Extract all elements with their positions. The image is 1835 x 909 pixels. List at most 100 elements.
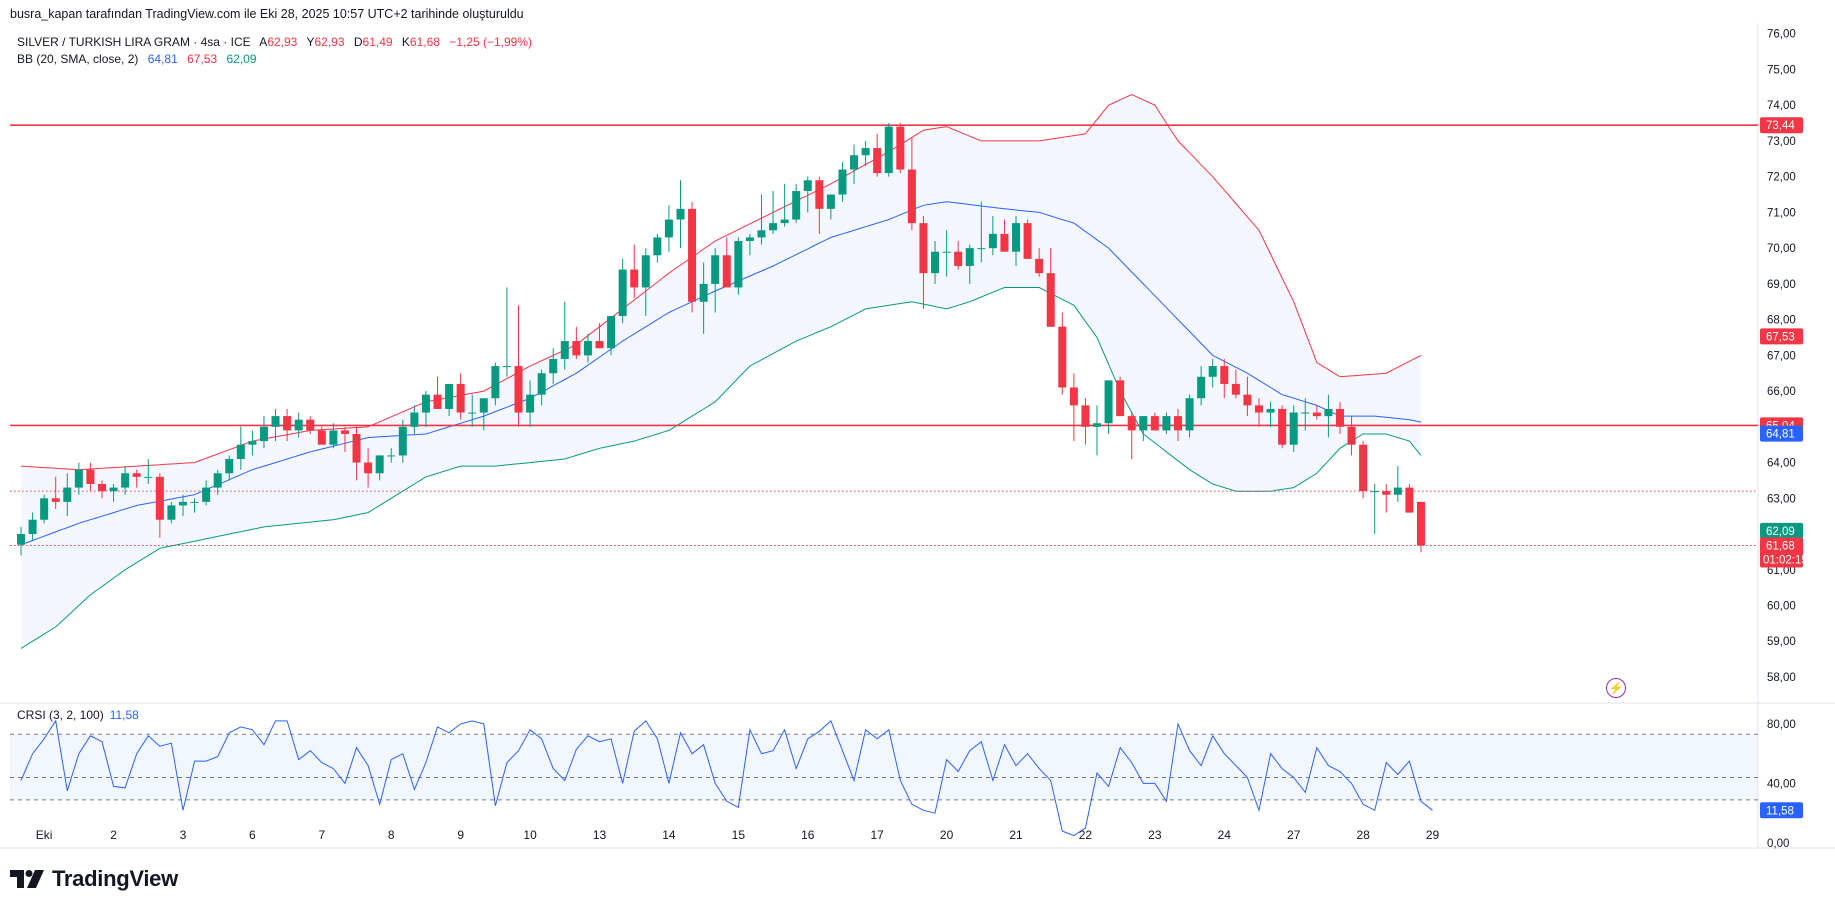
candle <box>271 416 280 427</box>
candle <box>491 366 500 399</box>
candle <box>664 219 673 238</box>
candle <box>1023 223 1032 259</box>
candle <box>155 476 164 520</box>
tradingview-logo[interactable]: TradingView <box>10 866 178 892</box>
candle <box>502 366 511 368</box>
price-tag <box>1760 522 1803 539</box>
candle <box>329 430 338 445</box>
candle <box>1347 426 1356 445</box>
candle <box>1370 491 1379 493</box>
candle <box>977 248 986 250</box>
candle <box>780 219 789 224</box>
time-tick-label: 7 <box>318 828 325 842</box>
candle <box>167 505 176 520</box>
candle <box>213 473 222 488</box>
candle <box>225 458 234 474</box>
candle <box>676 208 685 220</box>
bb-lower-value: 62,09 <box>226 52 257 66</box>
bollinger-bands-group <box>20 93 1422 649</box>
price-tag-label: 62,09 <box>1766 526 1795 538</box>
price-axis-group[interactable]: 58,0059,0060,0061,0062,0063,0064,0065,00… <box>1767 29 1796 850</box>
candle <box>931 251 940 274</box>
time-tick-label: 3 <box>180 828 187 842</box>
change-value: −1,25 (−1,99%) <box>449 35 533 49</box>
time-tick-label: 8 <box>388 828 395 842</box>
candle <box>1104 380 1113 424</box>
candle <box>954 251 963 267</box>
price-tick-label: 61,00 <box>1767 565 1796 577</box>
bb-basis-value: 64,81 <box>147 52 178 66</box>
candle <box>28 519 37 535</box>
candle <box>468 412 477 414</box>
symbol-name[interactable]: SILVER / TURKISH LIRA GRAM · 4sa · ICE <box>17 35 251 49</box>
bb-fill-area <box>21 94 1421 649</box>
candle <box>988 233 997 249</box>
candle <box>421 394 430 413</box>
candle <box>1359 444 1368 492</box>
candle <box>259 426 268 442</box>
crsi-line <box>20 719 1433 837</box>
candle <box>815 180 824 209</box>
candle <box>1162 416 1171 431</box>
time-tick-label: 27 <box>1287 828 1301 842</box>
price-tick-label: 73,00 <box>1767 136 1796 148</box>
price-tick-label: 69,00 <box>1767 279 1796 291</box>
candle <box>375 455 384 474</box>
candle <box>1220 366 1229 384</box>
time-tick-label: 14 <box>662 828 676 842</box>
bb-legend-row[interactable]: BB (20, SMA, close, 2) 64,81 67,53 62,09 <box>17 51 532 68</box>
time-tick-label: 13 <box>593 828 607 842</box>
candle <box>942 251 951 253</box>
candle <box>340 430 349 434</box>
candle <box>479 398 488 413</box>
candle <box>1208 366 1217 377</box>
price-tag <box>1760 425 1803 442</box>
symbol-legend-row[interactable]: SILVER / TURKISH LIRA GRAM · 4sa · ICE A… <box>17 34 532 51</box>
candle <box>294 419 303 431</box>
close-value: 61,68 <box>409 35 440 49</box>
crsi-label[interactable]: CRSI (3, 2, 100) <box>17 708 104 722</box>
candle <box>641 255 650 288</box>
candle <box>178 501 187 506</box>
price-tick-label: 75,00 <box>1767 64 1796 76</box>
crsi-legend[interactable]: CRSI (3, 2, 100) 11,58 <box>17 708 139 722</box>
candle <box>549 358 558 374</box>
price-tick-label: 67,00 <box>1767 350 1796 362</box>
crsi-band-group <box>10 733 1758 801</box>
candle <box>745 237 754 241</box>
flash-icon[interactable]: ⚡ <box>1606 678 1626 698</box>
time-tick-label: 15 <box>732 828 746 842</box>
time-tick-label: 28 <box>1356 828 1370 842</box>
candle <box>410 412 419 427</box>
candle <box>1150 416 1159 431</box>
time-axis-group[interactable]: Eki 2 3 6 7 8 9 10 13 14 15 16 17 20 21 22 23 24 27 28 29 <box>36 828 1440 842</box>
time-tick-label: 6 <box>249 828 256 842</box>
candle <box>1058 326 1067 388</box>
candle <box>109 487 118 492</box>
candle <box>445 383 454 409</box>
crsi-tick-label: 40,00 <box>1767 778 1796 790</box>
candle <box>1000 233 1009 252</box>
price-tag-label: 73,44 <box>1766 120 1795 132</box>
candle <box>653 237 662 256</box>
countdown-label: 01:02:15 <box>1763 554 1808 566</box>
candle <box>398 426 407 456</box>
bb-label[interactable]: BB (20, SMA, close, 2) <box>17 52 139 66</box>
candle <box>965 248 974 267</box>
candle <box>283 416 292 431</box>
time-tick-label: 20 <box>940 828 954 842</box>
candle <box>1174 416 1182 431</box>
candle <box>537 373 546 395</box>
crsi-band-fill <box>10 734 1758 800</box>
bb-upper-value: 67,53 <box>187 52 218 66</box>
price-tag <box>1760 117 1803 134</box>
price-tag-label: 67,53 <box>1766 331 1795 343</box>
price-tag-label: 64,81 <box>1766 429 1795 441</box>
candle <box>1127 416 1136 431</box>
price-tick-label: 60,00 <box>1767 601 1796 613</box>
price-tick-label: 68,00 <box>1767 315 1796 327</box>
candle <box>803 180 812 191</box>
candle <box>792 190 801 220</box>
candle <box>919 223 928 274</box>
